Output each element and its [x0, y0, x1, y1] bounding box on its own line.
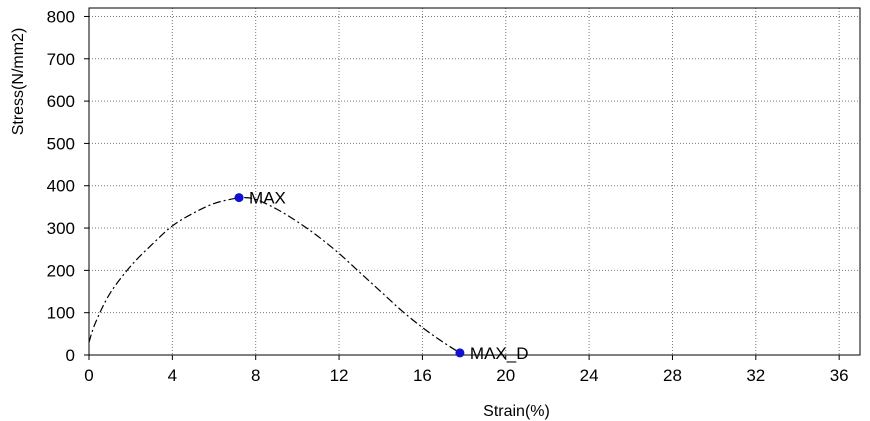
stress-strain-curve — [88, 196, 461, 354]
y-tick-labels: 0 100 200 300 400 500 600 700 800 — [47, 7, 89, 365]
x-tick-label: 16 — [413, 366, 432, 385]
x-axis-label: Strain(%) — [483, 403, 550, 420]
x-tick-label: 4 — [168, 366, 177, 385]
y-axis-label: Stress(N/mm2) — [10, 28, 27, 136]
y-tick-label: 400 — [47, 177, 75, 196]
x-tick-label: 8 — [251, 366, 260, 385]
y-tick-label: 700 — [47, 50, 75, 69]
x-tick-label: 0 — [84, 366, 93, 385]
annotations: MAX MAX_D — [234, 189, 529, 363]
x-tick-label: 24 — [580, 366, 599, 385]
x-tick-label: 20 — [496, 366, 515, 385]
point-marker-max-d — [455, 348, 465, 358]
x-tick-label: 36 — [830, 366, 849, 385]
y-tick-label: 800 — [47, 7, 75, 26]
point-label-max-d: MAX_D — [470, 344, 529, 363]
x-tick-label: 12 — [330, 366, 349, 385]
y-tick-label: 500 — [47, 134, 75, 153]
y-tick-label: 200 — [47, 261, 75, 280]
grid-lines — [88, 8, 860, 356]
point-label-max: MAX — [249, 189, 286, 208]
y-tick-label: 600 — [47, 92, 75, 111]
point-marker-max — [234, 193, 244, 203]
y-tick-label: 0 — [66, 346, 75, 365]
x-tick-label: 28 — [663, 366, 682, 385]
y-tick-label: 300 — [47, 219, 75, 238]
x-tick-labels: 0 4 8 12 16 20 24 28 32 36 — [84, 355, 849, 385]
plot-frame — [88, 7, 861, 356]
x-tick-label: 32 — [746, 366, 765, 385]
y-tick-label: 100 — [47, 304, 75, 323]
